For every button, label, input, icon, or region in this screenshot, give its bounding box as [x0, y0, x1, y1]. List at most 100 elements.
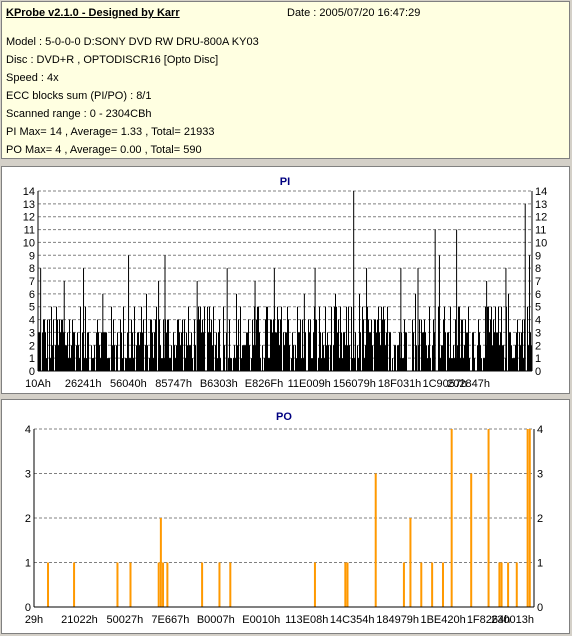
pi-bar	[508, 293, 509, 371]
pi-bar	[167, 319, 168, 371]
y-tick-label-right: 9	[535, 250, 541, 262]
pi-bar	[502, 345, 503, 371]
y-tick-label-right: 10	[535, 237, 547, 249]
pi-bar	[423, 332, 424, 371]
pi-bar	[235, 358, 236, 371]
pi-bar	[145, 345, 146, 371]
pi-bar	[303, 358, 304, 371]
pi-bar	[503, 345, 504, 371]
pi-bar	[247, 332, 248, 371]
pi-bar	[516, 332, 517, 371]
chart-title: PI	[280, 176, 290, 188]
pi-bar	[368, 319, 369, 371]
pi-bar	[334, 306, 335, 371]
pi-bar	[200, 306, 201, 371]
pi-bar	[161, 358, 162, 371]
po-bar	[218, 562, 221, 607]
y-tick-label-right: 14	[535, 186, 547, 198]
pi-bar	[46, 358, 47, 371]
y-tick-label-right: 6	[535, 289, 541, 301]
pi-bar	[452, 358, 453, 371]
pi-bar	[277, 306, 278, 371]
pi-bar	[166, 332, 167, 371]
pi-bar	[313, 332, 314, 371]
pi-bar	[488, 306, 489, 371]
pi-bar	[311, 358, 312, 371]
y-tick-label-left: 14	[23, 186, 35, 198]
pi-bar	[497, 332, 498, 371]
pi-bar	[442, 345, 443, 371]
pi-bar	[467, 332, 468, 371]
pi-bar	[243, 345, 244, 371]
pi-bar	[241, 358, 242, 371]
y-tick-label-right: 1	[535, 353, 541, 365]
x-tick-label: 11E009h	[288, 378, 331, 390]
pi-bar	[201, 332, 202, 371]
pi-bar	[465, 319, 466, 371]
pi-bar	[264, 358, 265, 371]
pi-bar	[519, 332, 520, 371]
po-chart: PO 0 0 1 1 2 2 3 3 4 4 29h 21022h 50027h 7E667h B0007h E…	[25, 411, 543, 626]
x-tick-label: 230013h	[491, 614, 534, 626]
pi-bar	[441, 345, 442, 371]
pi-bar	[208, 332, 209, 371]
pi-bar	[134, 306, 135, 371]
pi-bar	[357, 345, 358, 371]
pi-bar	[281, 306, 282, 371]
pi-bar	[191, 332, 192, 371]
x-tick-label: 184979h	[376, 614, 419, 626]
pi-bar	[382, 319, 383, 371]
pi-bar	[94, 345, 95, 371]
pi-bar	[449, 358, 450, 371]
pi-bar	[87, 332, 88, 371]
pi-bar	[190, 345, 191, 371]
pi-bar	[426, 345, 427, 371]
pi-spike	[438, 255, 440, 371]
pi-bar	[522, 319, 523, 371]
x-tick-label: 113E08h	[285, 614, 328, 626]
pi-bar	[98, 332, 99, 371]
pi-bar	[286, 332, 287, 371]
pi-bar	[56, 306, 57, 371]
pi-bar	[381, 306, 382, 371]
pi-bar	[385, 345, 386, 371]
po-bar	[313, 562, 316, 607]
pi-bar	[265, 319, 266, 371]
pi-bar	[210, 332, 211, 371]
pi-bar	[432, 345, 433, 371]
pi-bar	[47, 319, 48, 371]
pi-bar	[415, 293, 416, 371]
pi-bar	[318, 358, 319, 371]
x-tick-label: 18F031h	[378, 378, 421, 390]
pi-bar	[126, 358, 127, 371]
y-tick-label-left: 12	[23, 212, 35, 224]
pi-bar	[370, 332, 371, 371]
pi-spike	[196, 281, 198, 371]
pi-bar	[176, 345, 177, 371]
pi-bar	[181, 332, 182, 371]
y-tick-label-left: 3	[29, 327, 35, 339]
pi-bar	[268, 358, 269, 371]
po-bar	[116, 562, 119, 607]
pi-bar	[335, 293, 336, 371]
pi-bar	[71, 345, 72, 371]
pi-bar	[146, 293, 147, 371]
pi-bar	[84, 358, 85, 371]
pi-bar	[509, 332, 510, 371]
pi-bar	[273, 319, 274, 371]
pi-bar	[483, 358, 484, 371]
pi-bar	[510, 332, 511, 371]
pi-bar	[253, 345, 254, 371]
pi-bar	[480, 345, 481, 371]
pi-bar	[291, 358, 292, 371]
pi-bar	[359, 293, 360, 371]
y-tick-label-right: 1	[537, 558, 543, 570]
pi-bar	[301, 358, 302, 371]
po-bar	[346, 562, 349, 607]
pi-bar	[204, 306, 205, 371]
pi-bar	[59, 319, 60, 371]
pi-bar	[371, 319, 372, 371]
range-line: Scanned range : 0 - 2304CBh	[6, 108, 152, 120]
pi-bar	[156, 306, 157, 371]
x-tick-label: 85747h	[155, 378, 192, 390]
